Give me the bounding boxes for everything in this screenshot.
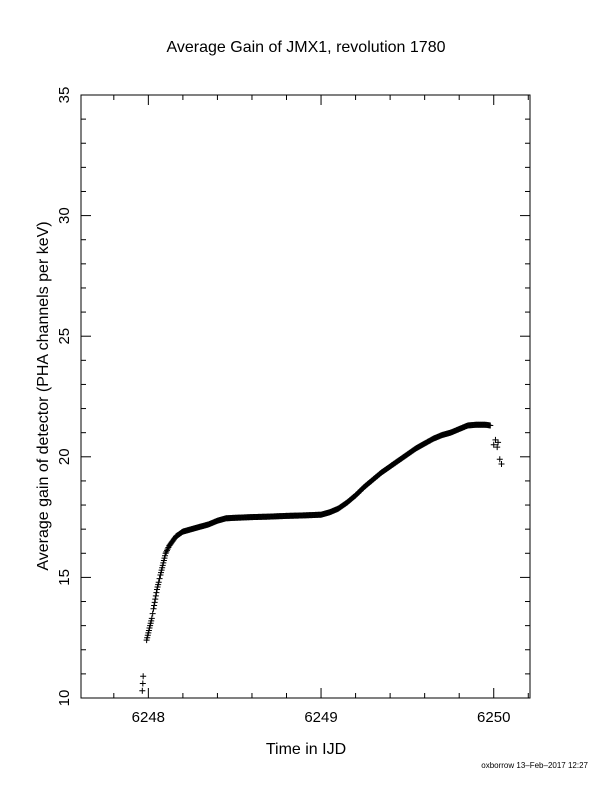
data-point	[151, 599, 158, 606]
y-axis-label: Average gain of detector (PHA channels p…	[35, 221, 52, 570]
y-tick-label: 30	[56, 207, 73, 224]
data-point	[148, 615, 155, 622]
data-point	[149, 610, 156, 617]
x-tick-label: 6248	[132, 709, 165, 726]
data-point	[162, 550, 169, 557]
data-point	[139, 687, 146, 694]
plot-border	[80, 94, 531, 699]
plot-area	[80, 94, 531, 699]
data-point	[495, 439, 502, 446]
gain-series	[139, 421, 505, 694]
data-point	[152, 592, 159, 599]
y-tick-label: 10	[56, 690, 73, 707]
y-tick-label: 25	[56, 328, 73, 345]
data-point	[139, 680, 146, 687]
data-point	[490, 441, 497, 448]
y-tick-label: 15	[56, 569, 73, 586]
axis-tick-labels: 10 15 20 25 30 35 6248 6249 6250	[56, 87, 510, 726]
data-point	[496, 456, 503, 463]
x-axis-label: Time in IJD	[266, 741, 346, 758]
data-point	[155, 579, 162, 586]
y-tick-label: 35	[56, 87, 73, 104]
data-point	[150, 605, 157, 612]
x-tick-label: 6249	[304, 709, 337, 726]
axis-ticks	[81, 94, 530, 699]
footer-credit: oxborrow 13–Feb–2017 12:27	[481, 761, 588, 770]
data-point	[164, 545, 171, 552]
data-point	[163, 548, 170, 555]
data-point	[151, 602, 158, 609]
data-point	[498, 461, 505, 468]
chart-title: Average Gain of JMX1, revolution 1780	[167, 39, 446, 56]
data-point	[156, 575, 163, 582]
data-point	[140, 673, 147, 680]
data-point	[152, 596, 159, 603]
data-point	[487, 422, 494, 429]
y-tick-label: 20	[56, 448, 73, 465]
data-point	[164, 547, 171, 554]
x-tick-label: 6250	[477, 709, 510, 726]
data-point	[153, 589, 160, 596]
data-point	[494, 444, 501, 451]
